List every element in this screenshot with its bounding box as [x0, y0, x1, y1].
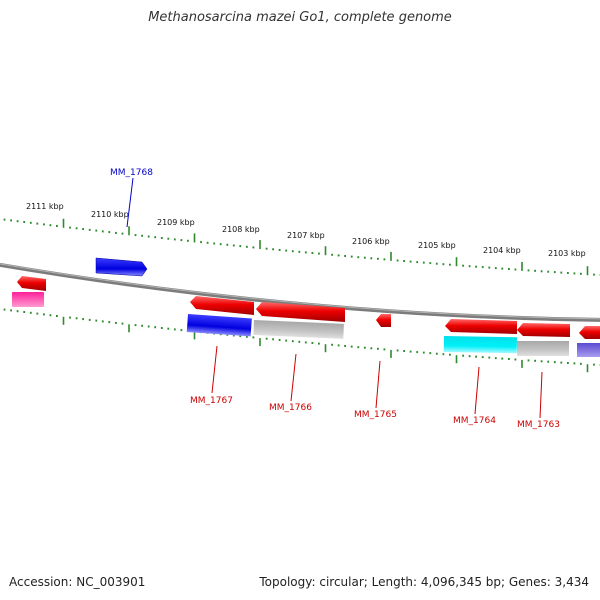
gene-mm-1765[interactable]: [376, 314, 391, 327]
ruler-label: 2104 kbp: [483, 246, 521, 255]
purple-feature-right[interactable]: [577, 343, 600, 357]
upper-tick-ruler: [3, 218, 600, 276]
gene-label-mm-1765[interactable]: MM_1765: [354, 410, 397, 420]
gene-leaders: [211, 345, 543, 419]
gene-label-mm-1767[interactable]: MM_1767: [190, 396, 233, 406]
ruler-label: 2106 kbp: [352, 237, 390, 246]
ruler-label: 2107 kbp: [287, 231, 325, 240]
reverse-feature-b[interactable]: [256, 302, 345, 322]
reverse-feature-a[interactable]: [190, 296, 254, 315]
gene-mm-1763-leader: [539, 371, 543, 419]
gene-mm-1765-leader: [375, 360, 381, 409]
ruler-labels: 2111 kbp 2110 kbp 2109 kbp 2108 kbp 2107…: [26, 202, 586, 258]
reverse-feature-c[interactable]: [445, 319, 517, 334]
gene-mm-1768[interactable]: [95, 257, 148, 277]
reverse-feature-d[interactable]: [517, 323, 570, 337]
gene-label-mm-1763[interactable]: MM_1763: [517, 420, 560, 430]
gene-mm-1767-leader: [211, 345, 218, 394]
ruler-label: 2111 kbp: [26, 202, 64, 211]
gene-mm-1766-leader: [290, 353, 297, 402]
gene-mm-1764-leader: [474, 366, 480, 415]
genome-summary: Topology: circular; Length: 4,096,345 bp…: [259, 575, 589, 589]
ruler-label: 2109 kbp: [157, 218, 195, 227]
gene-mm-1763[interactable]: [517, 341, 569, 356]
gene-mm-1766[interactable]: [253, 320, 344, 339]
ruler-label: 2110 kbp: [91, 210, 129, 219]
genome-backbone: [0, 262, 600, 322]
genome-backbone-highlight: [0, 263, 600, 320]
reverse-feature-right[interactable]: [579, 326, 600, 339]
ruler-label: 2105 kbp: [418, 241, 456, 250]
ruler-label: 2103 kbp: [548, 249, 586, 258]
gene-label-mm-1768[interactable]: MM_1768: [110, 168, 153, 178]
map-title: Methanosarcina mazei Go1, complete genom…: [148, 10, 452, 25]
gene-label-mm-1766[interactable]: MM_1766: [269, 403, 312, 413]
gene-mm-1767[interactable]: [186, 314, 252, 337]
ruler-label: 2108 kbp: [222, 225, 260, 234]
accession-text: Accession: NC_003901: [9, 575, 146, 589]
reverse-feature-left[interactable]: [17, 276, 46, 291]
gene-mm-1768-leader: [126, 177, 134, 228]
gene-mm-1764[interactable]: [443, 336, 517, 354]
magenta-feature-left[interactable]: [12, 292, 44, 307]
gene-label-mm-1764[interactable]: MM_1764: [453, 416, 496, 426]
